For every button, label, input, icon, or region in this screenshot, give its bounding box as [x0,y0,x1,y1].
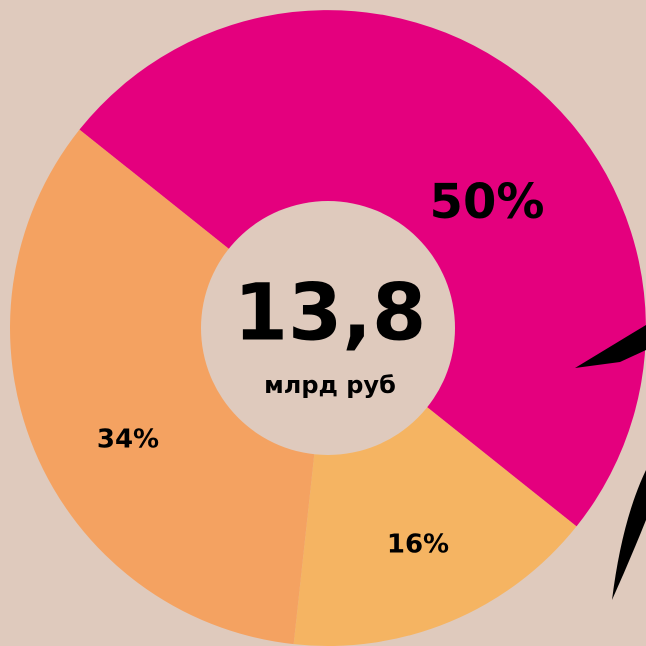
center-label: млрд руб [264,371,396,399]
value-label: 34% [97,425,159,455]
chart: 13,8 млрд руб 50% 16% 34% [0,0,646,646]
page: 13,8 млрд руб 50%16%34% (() => { const d… [0,0,646,646]
value-label: 50% [430,174,545,230]
value-label: 16% [387,530,449,560]
center-value: 13,8 [234,268,426,358]
